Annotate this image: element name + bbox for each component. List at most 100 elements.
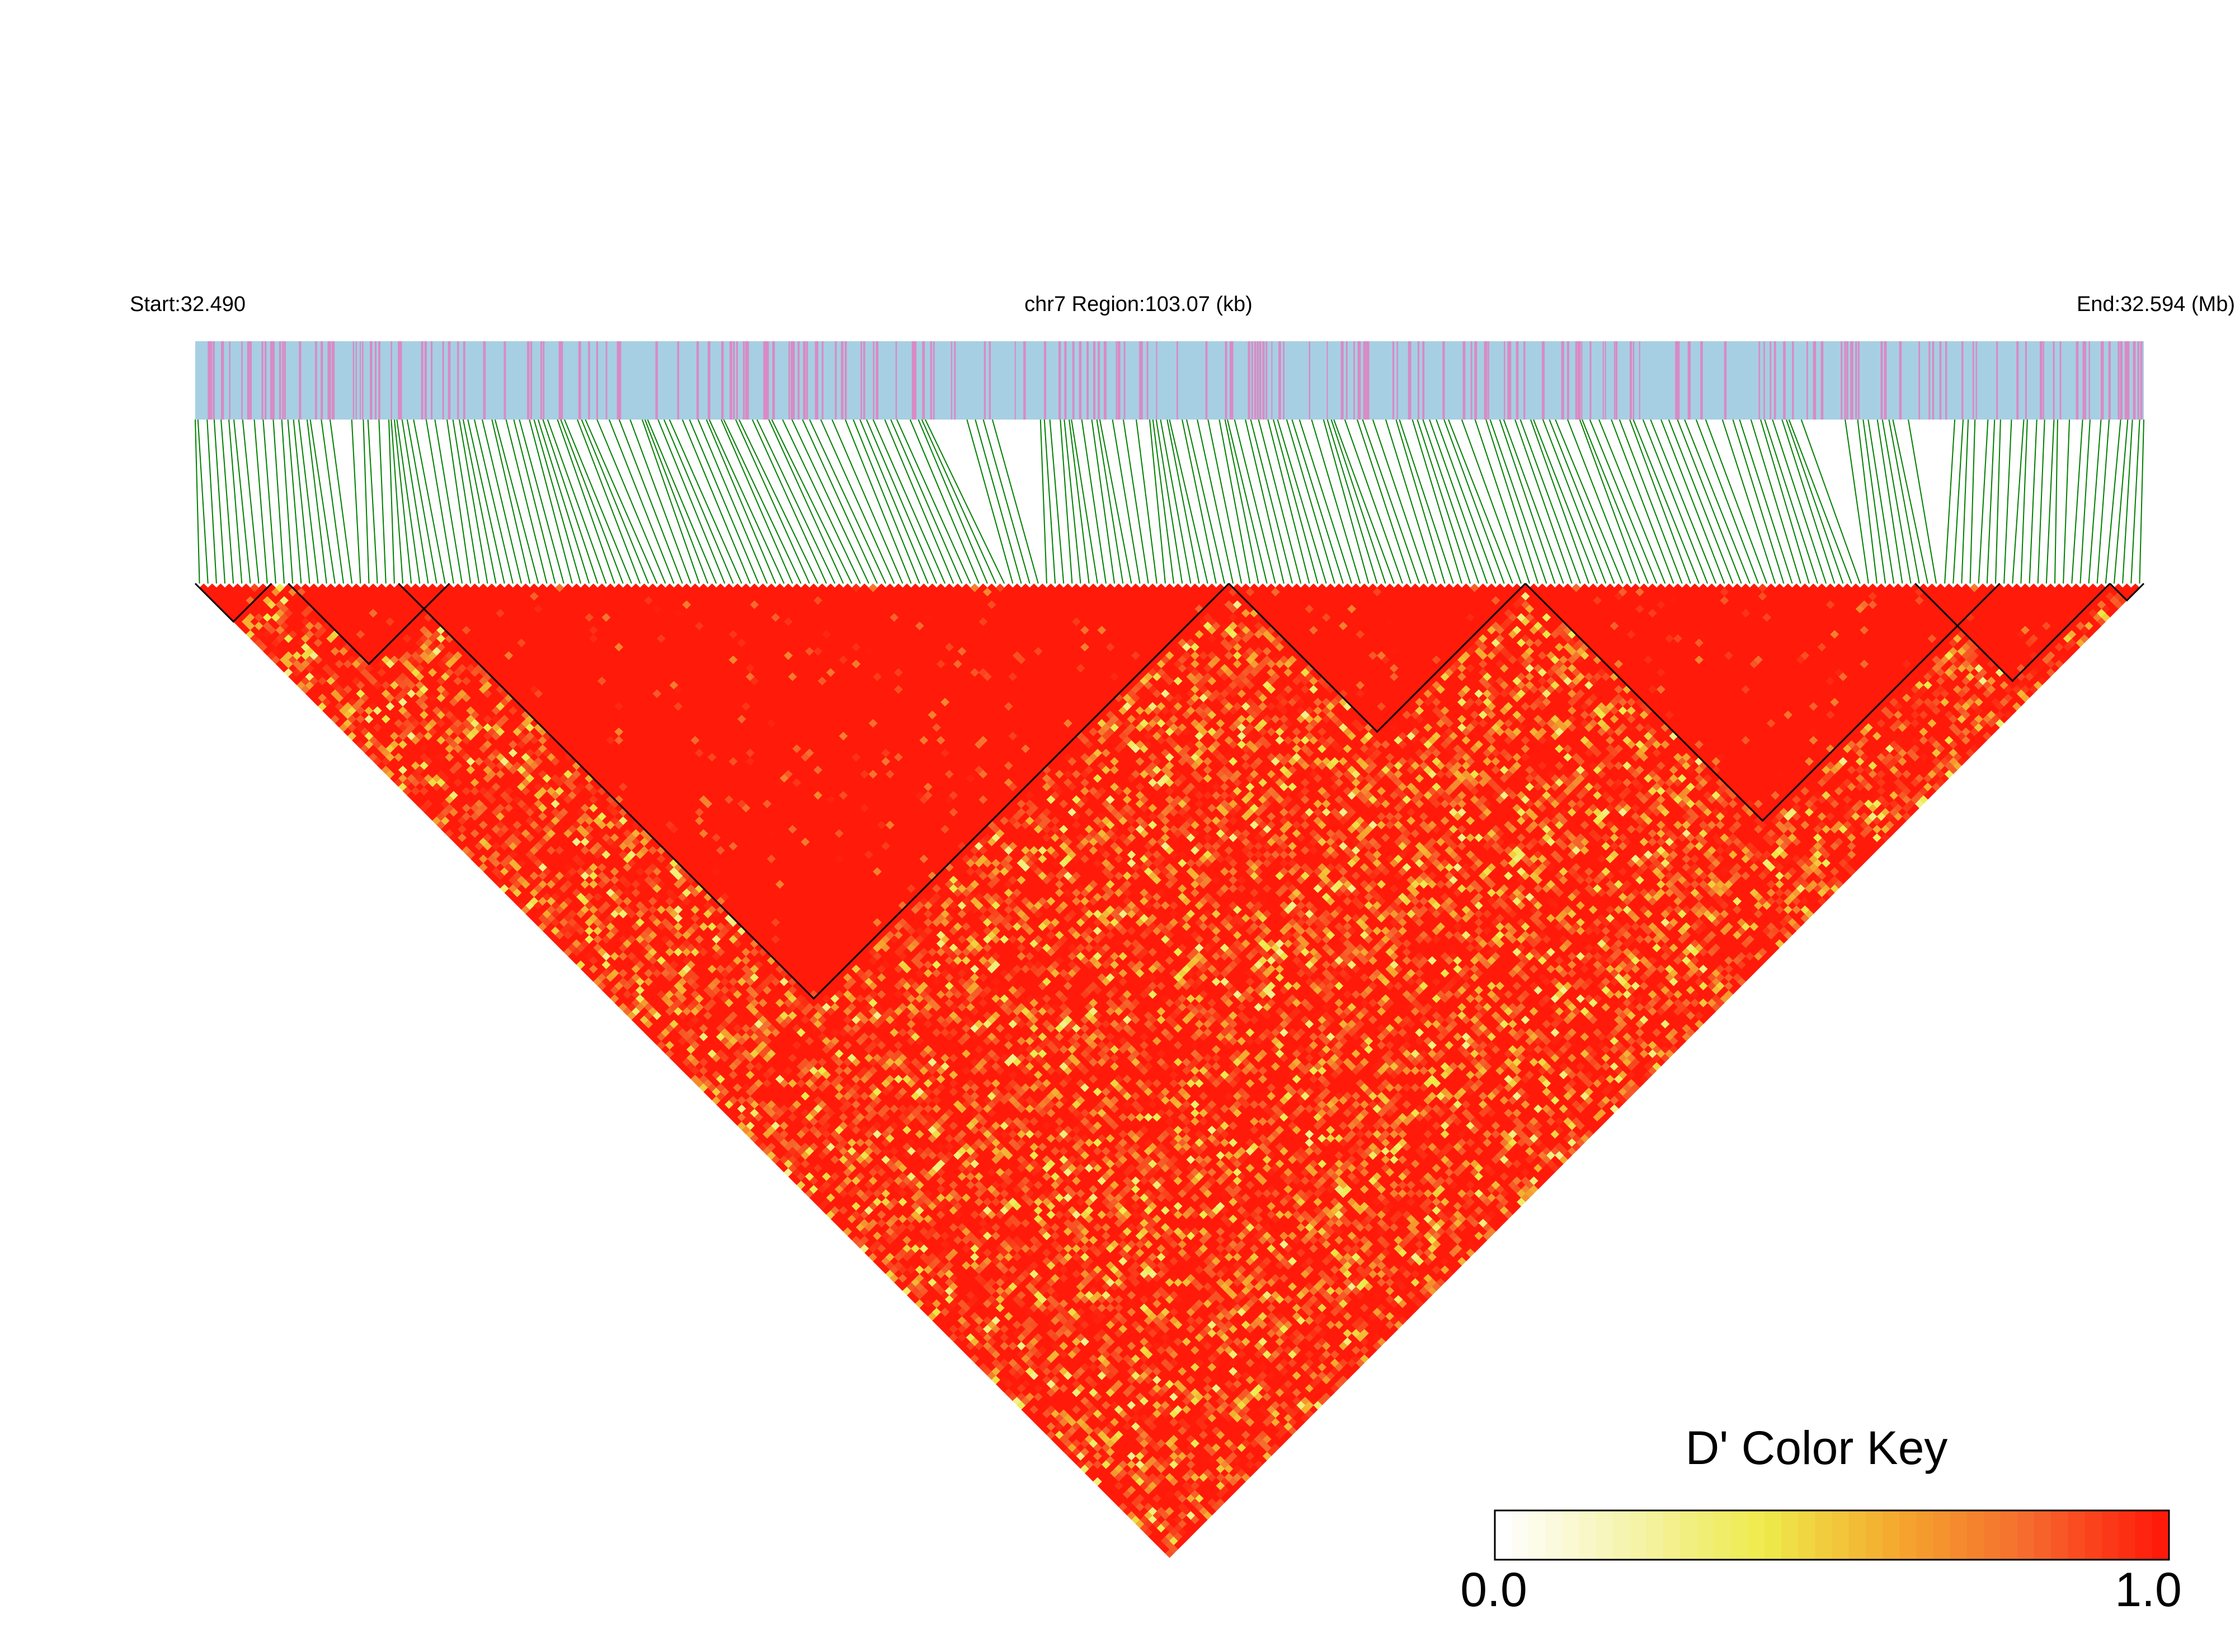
snp-connector (1677, 419, 1742, 584)
snp-connector (1182, 419, 1217, 584)
color-key-swatch (1933, 1510, 1951, 1560)
ld-cell-group (436, 693, 1759, 986)
snp-connectors (195, 419, 2144, 584)
snp-connector (2071, 419, 2083, 584)
snp-connector (206, 419, 217, 584)
snp-connector (1443, 419, 1505, 584)
snp-connector (321, 419, 345, 584)
snp-connector (1071, 419, 1098, 584)
snp-connector (220, 419, 234, 584)
color-key-swatch (1781, 1510, 1799, 1560)
snp-connector (2029, 419, 2038, 584)
snp-connector (1385, 419, 1437, 584)
snp-connector (513, 419, 556, 584)
color-key-swatch (1714, 1510, 1731, 1560)
snp-connector (434, 419, 463, 584)
ld-cell-group (288, 613, 2039, 1533)
snp-connector (1227, 419, 1268, 584)
snp-connector (723, 419, 802, 584)
color-key-swatch (2118, 1510, 2136, 1560)
color-key-swatch (1646, 1510, 1664, 1560)
snp-connector (195, 419, 200, 584)
snp-connector (1642, 419, 1709, 584)
snp-connector (281, 419, 294, 584)
snp-connector (1750, 419, 1801, 584)
snp-connector (1258, 419, 1302, 584)
snp-connector (1892, 419, 1928, 584)
snp-connector (1399, 419, 1454, 584)
ld-cell-group (682, 888, 691, 897)
snp-connector (272, 419, 285, 584)
snp-connector (1684, 419, 1751, 584)
ld-cell-group (1194, 1172, 1204, 1181)
snp-connector (896, 419, 971, 584)
color-key-swatch (1680, 1510, 1698, 1560)
snp-connector (1867, 419, 1895, 584)
ld-block-outline (398, 582, 1230, 1000)
snp-connector (467, 419, 505, 584)
snp-connector (1422, 419, 1480, 584)
snp-connector (1530, 419, 1590, 584)
snp-connector (1096, 419, 1124, 584)
snp-connector (1589, 419, 1658, 584)
snp-connector (1160, 419, 1192, 584)
ld-cell-group (517, 676, 1924, 1211)
snp-connector (459, 419, 488, 584)
snp-connector (1039, 419, 1047, 584)
snp-connector (697, 419, 768, 584)
snp-connector (2012, 419, 2025, 584)
snp-connector (1286, 419, 1335, 584)
snp-connector (791, 419, 869, 584)
color-key-swatch (1495, 1510, 1513, 1560)
snp-connector (1323, 419, 1370, 584)
color-key-swatch (2017, 1510, 2035, 1560)
snp-connector (2114, 419, 2129, 584)
ld-cell-group (1415, 1028, 1424, 1037)
snp-connector (1499, 419, 1556, 584)
snp-connector (462, 419, 497, 584)
snp-connector (1267, 419, 1310, 584)
snp-connector (213, 419, 226, 584)
snp-connector (1169, 419, 1208, 584)
snp-connector (1876, 419, 1903, 584)
ld-block-outline (288, 582, 450, 665)
snp-connector (1788, 419, 1852, 584)
snp-connector (1986, 419, 1996, 584)
snp-connector (2122, 419, 2133, 584)
snp-connector (1429, 419, 1488, 584)
ld-block-outline (1914, 582, 2111, 683)
snp-connector (446, 419, 472, 584)
color-key-swatch (1747, 1510, 1765, 1560)
snp-connector (925, 419, 1005, 584)
snp-connector (751, 419, 827, 584)
snp-connector (533, 419, 581, 584)
snp-connector (494, 419, 539, 584)
color-key-swatch (1545, 1510, 1563, 1560)
snp-connector (884, 419, 954, 584)
snp-connector (1514, 419, 1573, 584)
snp-connector (1461, 419, 1522, 584)
snp-connector (1411, 419, 1462, 584)
snp-connector (1952, 419, 1964, 584)
snp-connector (538, 419, 590, 584)
snp-connector (1781, 419, 1836, 584)
snp-connector (413, 419, 446, 584)
snp-connector (1862, 419, 1886, 584)
snp-connector (452, 419, 480, 584)
color-key-swatch (1983, 1510, 2001, 1560)
snp-connector (657, 419, 726, 584)
color-key-frame (1494, 1509, 2170, 1561)
snp-connector (547, 419, 607, 584)
snp-connector (966, 419, 1014, 584)
color-key-swatch (1579, 1510, 1597, 1560)
snp-connector (560, 419, 624, 584)
ld-cell-group (1461, 685, 1471, 694)
gene-track (195, 341, 2144, 420)
snp-connector (388, 419, 395, 584)
snp-connector (1519, 419, 1581, 584)
variant-ticks (208, 341, 2143, 420)
ld-cell-group (1156, 1253, 1166, 1262)
snp-connector (242, 419, 260, 584)
snp-connector (425, 419, 454, 584)
